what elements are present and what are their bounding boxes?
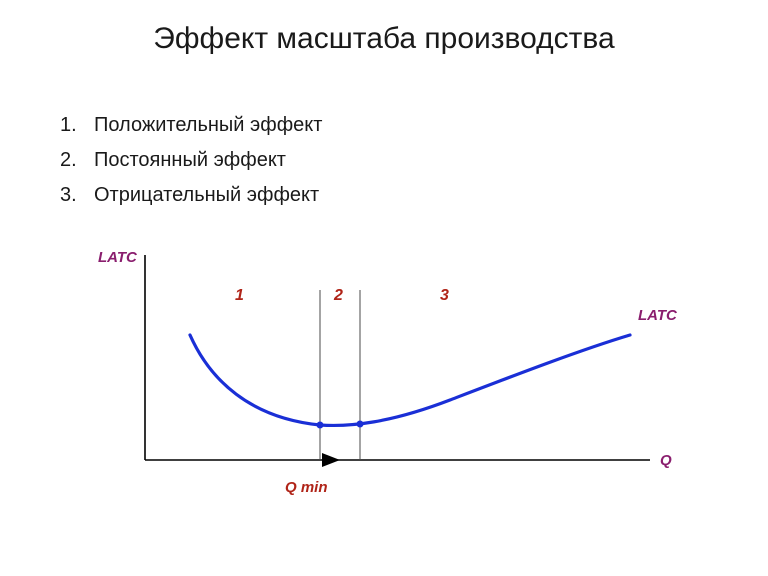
qmin-arrow-icon xyxy=(322,453,340,467)
effects-list: 1. Положительный эффект 2. Постоянный эф… xyxy=(60,108,322,213)
y-axis-label: LATC xyxy=(98,249,138,266)
list-item: 2. Постоянный эффект xyxy=(60,143,322,178)
page-title: Эффект масштаба производства xyxy=(0,22,768,56)
x-axis-label: Q xyxy=(660,452,672,469)
region-label-1: 1 xyxy=(235,287,244,304)
qmin-label: Q min xyxy=(285,479,328,496)
list-item: 1. Положительный эффект xyxy=(60,108,322,143)
curve-dot xyxy=(357,421,364,428)
region-label-2: 2 xyxy=(333,287,343,304)
list-item: 3. Отрицательный эффект xyxy=(60,178,322,213)
list-number: 2. xyxy=(60,143,94,178)
chart-svg: LATC Q LATC Q min 1 2 3 xyxy=(90,250,690,510)
latc-chart: LATC Q LATC Q min 1 2 3 xyxy=(90,250,690,510)
slide: Эффект масштаба производства 1. Положите… xyxy=(0,0,768,576)
curve-end-label: LATC xyxy=(638,307,678,324)
list-number: 1. xyxy=(60,108,94,143)
latc-curve xyxy=(190,335,630,425)
list-number: 3. xyxy=(60,178,94,213)
list-text: Отрицательный эффект xyxy=(94,178,319,213)
curve-dot xyxy=(317,422,324,429)
region-label-3: 3 xyxy=(440,287,449,304)
list-text: Положительный эффект xyxy=(94,108,322,143)
list-text: Постоянный эффект xyxy=(94,143,286,178)
